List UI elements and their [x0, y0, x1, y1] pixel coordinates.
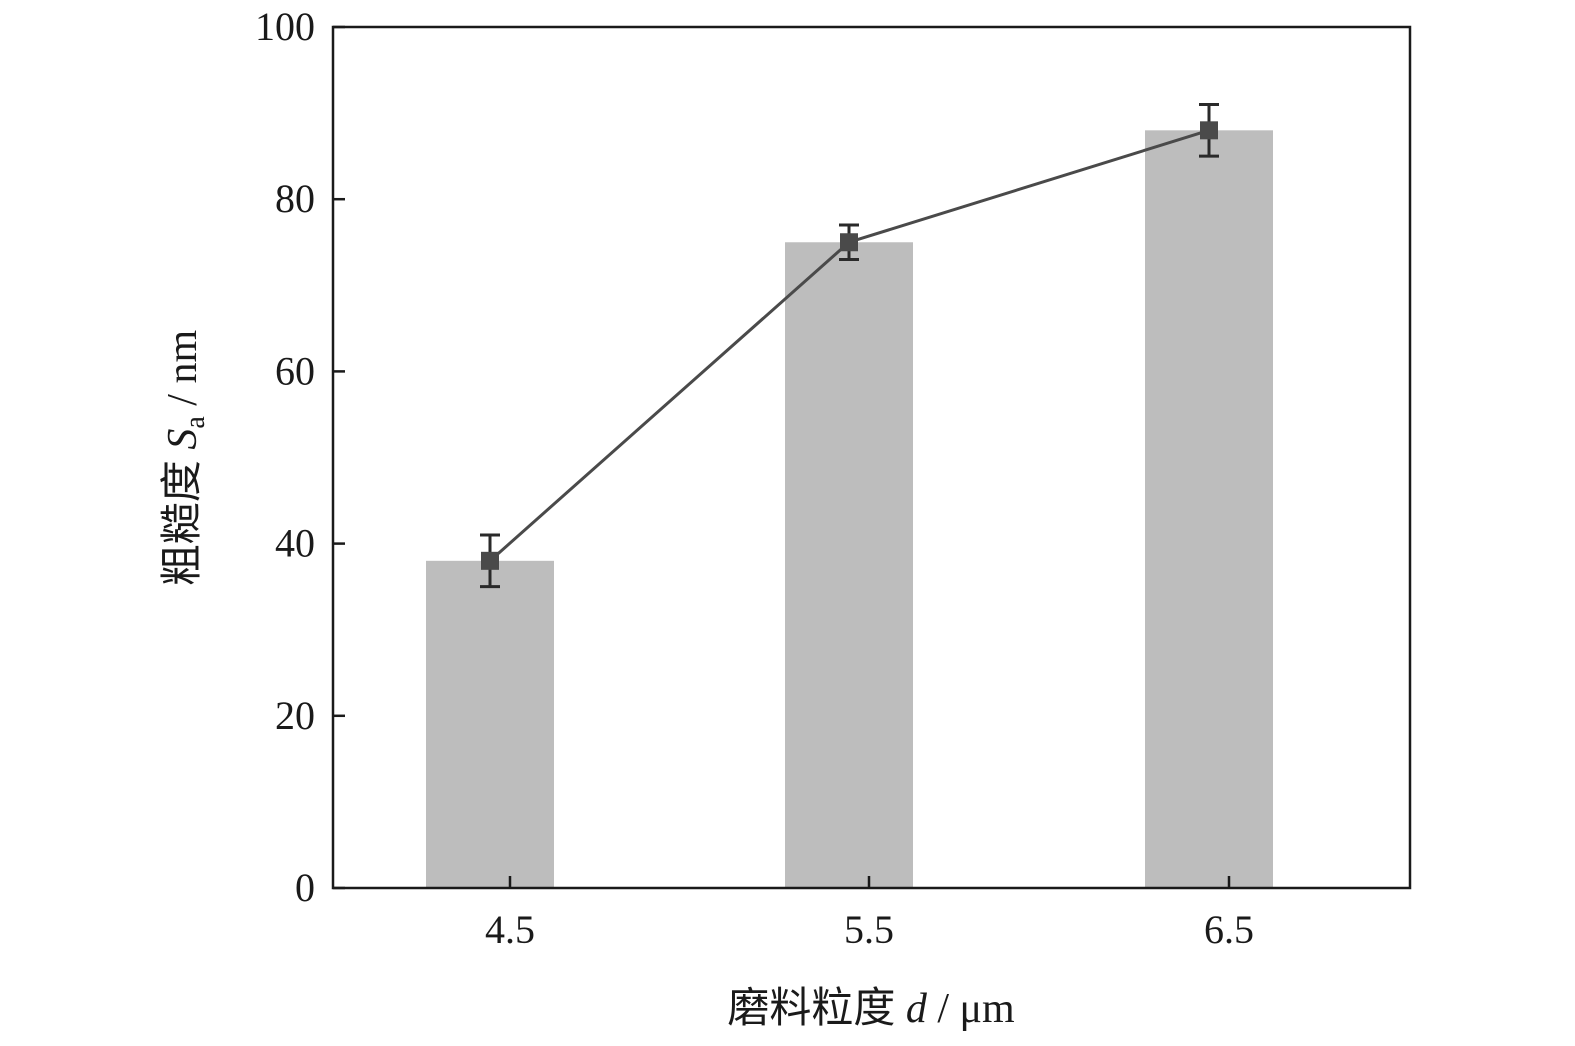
line-series-layer [480, 102, 1219, 589]
line-marker-6.5 [1200, 121, 1218, 140]
y-tick-label-0: 0 [295, 865, 315, 910]
bars-layer [426, 130, 1273, 888]
bar-6.5 [1145, 130, 1273, 888]
y-tick-label-20: 20 [275, 693, 315, 738]
x-axis-ticks: 4.5 5.5 6.5 [485, 876, 1254, 952]
line-marker-4.5 [481, 551, 499, 570]
y-tick-label-40: 40 [275, 521, 315, 566]
x-tick-label-4.5: 4.5 [485, 907, 535, 952]
y-tick-label-100: 100 [255, 4, 315, 49]
y-tick-label-80: 80 [275, 176, 315, 221]
x-tick-label-6.5: 6.5 [1204, 907, 1254, 952]
y-tick-label-60: 60 [275, 348, 315, 393]
x-tick-label-5.5: 5.5 [844, 907, 894, 952]
plot-area-frame [331, 25, 1412, 890]
bar-4.5 [426, 560, 554, 888]
bar-5.5 [785, 242, 913, 888]
line-marker-5.5 [840, 233, 858, 252]
y-axis-title: 粗糙度 Sa / nm [160, 330, 211, 587]
x-axis-title: 磨料粒度 d / μm [727, 986, 1015, 1032]
y-axis-ticks: 0 20 40 60 80 100 [255, 4, 345, 910]
